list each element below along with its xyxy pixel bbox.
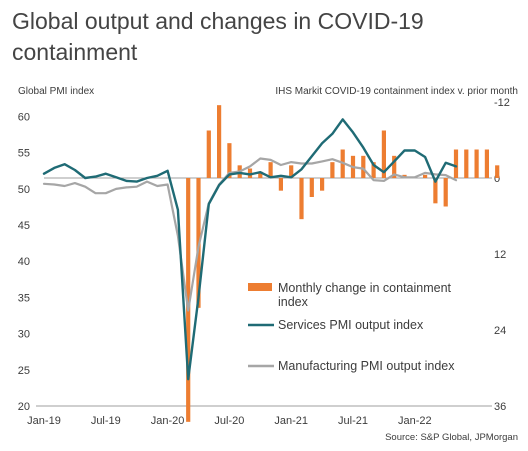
legend-label-bars: Monthly change in containment (278, 281, 452, 295)
containment-bar (186, 178, 191, 422)
containment-bar (371, 162, 376, 178)
right-axis-ticks: -12 0 12 24 36 (494, 97, 510, 413)
containment-bar (330, 162, 335, 178)
containment-bars (186, 105, 500, 422)
x-tick-label: Jan-20 (151, 415, 185, 427)
containment-bar (217, 105, 222, 178)
containment-bar (320, 178, 325, 191)
containment-bar (464, 149, 469, 178)
containment-bar (381, 130, 386, 178)
left-tick-label: 30 (18, 329, 30, 341)
pmi-lines (42, 118, 458, 381)
legend-swatch-bars (248, 283, 272, 291)
right-tick-label: -12 (494, 97, 510, 109)
legend-label-manufacturing: Manufacturing PMI output index (278, 359, 455, 373)
legend-label-bars-cont: index (278, 295, 309, 309)
containment-bar (495, 165, 500, 178)
containment-bar (484, 149, 489, 178)
containment-bar (474, 149, 479, 178)
x-tick-label: Jan-19 (27, 415, 61, 427)
manufacturing-line (42, 157, 458, 312)
containment-bar (443, 178, 448, 207)
left-tick-label: 45 (18, 220, 30, 232)
x-tick-label: Jan-22 (398, 415, 432, 427)
right-tick-label: 24 (494, 325, 506, 337)
containment-bar (309, 178, 314, 197)
left-tick-label: 35 (18, 292, 30, 304)
containment-bar (278, 178, 283, 191)
containment-bar (227, 143, 232, 178)
left-tick-label: 50 (18, 184, 30, 196)
containment-bar (299, 178, 304, 220)
containment-bar (289, 165, 294, 178)
left-tick-label: 40 (18, 256, 30, 268)
left-axis-label: Global PMI index (18, 86, 95, 97)
x-tick-label: Jul-19 (91, 415, 121, 427)
left-axis-ticks: 20 25 30 35 40 45 50 55 60 (18, 111, 30, 413)
containment-bar (433, 178, 438, 204)
containment-bar (361, 155, 366, 178)
chart-title: Global output and changes in COVID-19 co… (12, 8, 424, 65)
containment-bar (392, 155, 397, 178)
x-axis-ticks: Jan-19 Jul-19 Jan-20 Jul-20 Jan-21 Jul-21 Jan-… (27, 415, 431, 427)
containment-bar (268, 162, 273, 178)
legend-label-services: Services PMI output index (278, 318, 424, 332)
left-tick-label: 55 (18, 148, 30, 160)
right-tick-label: 0 (494, 173, 500, 185)
right-axis-label: IHS Markit COVID-19 containment index v.… (275, 86, 518, 97)
right-tick-label: 36 (494, 401, 506, 413)
x-tick-label: Jan-21 (274, 415, 308, 427)
source-note: Source: S&P Global, JPMorgan (385, 432, 518, 443)
containment-bar (453, 149, 459, 178)
x-tick-label: Jul-20 (214, 415, 244, 427)
right-tick-label: 12 (494, 249, 506, 261)
left-tick-label: 60 (18, 111, 30, 123)
left-tick-label: 25 (18, 365, 30, 377)
containment-bar (423, 174, 428, 178)
left-tick-label: 20 (18, 401, 30, 413)
x-tick-label: Jul-21 (338, 415, 368, 427)
services-line (42, 118, 458, 381)
containment-bar (258, 171, 263, 178)
containment-bar (206, 130, 211, 178)
